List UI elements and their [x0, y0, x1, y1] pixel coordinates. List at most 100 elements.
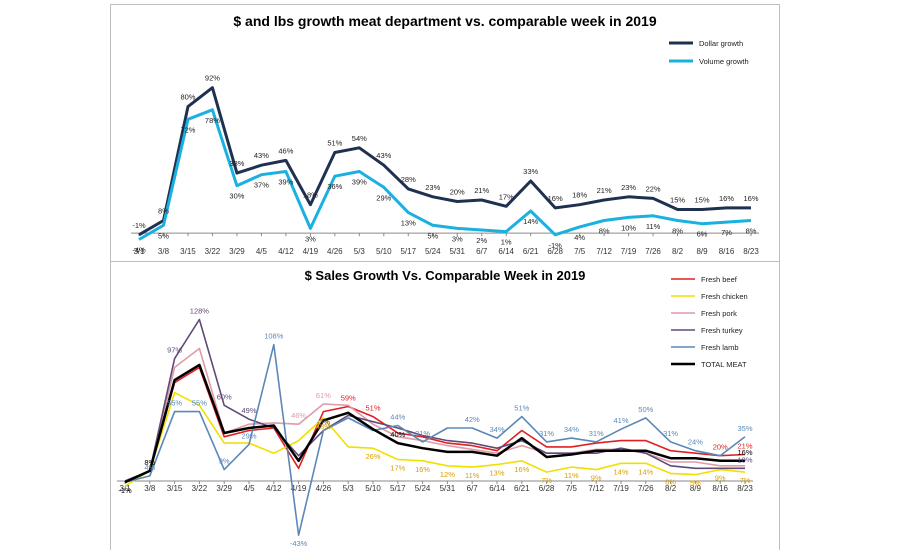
data-label: 108%: [264, 332, 284, 341]
x-tick-label: 3/29: [216, 484, 232, 493]
data-label: 11%: [564, 471, 579, 480]
data-label: 14%: [523, 217, 538, 226]
x-tick-label: 7/19: [621, 247, 637, 256]
x-tick-label: 6/7: [467, 484, 479, 493]
data-label: 17%: [499, 192, 514, 201]
x-tick-label: 6/14: [498, 247, 514, 256]
data-label: 1%: [501, 238, 512, 247]
x-tick-label: 4/12: [266, 484, 282, 493]
data-label: 8%: [158, 207, 169, 216]
dollar-volume-growth-plot: 3/1 3/8 3/15 3/22 3/29 4/5 4/12 4/19 4/26 5/3 5/10…: [131, 39, 759, 256]
data-label: 35%: [737, 424, 752, 433]
data-label: 92%: [205, 74, 220, 83]
x-tick-label: 3/22: [192, 484, 208, 493]
data-label: 55%: [192, 399, 207, 408]
legend-label: Fresh turkey: [701, 326, 743, 335]
x-tick-label: 7/19: [613, 484, 629, 493]
data-label: 59%: [341, 394, 356, 403]
chart-title: $ Sales Growth Vs. Comparable Week in 20…: [304, 268, 586, 283]
data-label: 39%: [352, 177, 367, 186]
data-label: 11%: [646, 222, 661, 231]
x-tick-label: 7/26: [645, 247, 661, 256]
data-label: 2%: [476, 236, 487, 245]
data-label: 4%: [144, 463, 155, 472]
data-label: 28%: [401, 175, 416, 184]
data-label: 80%: [180, 93, 195, 102]
data-label: 21%: [737, 441, 752, 450]
x-tick-label: 5/17: [400, 247, 416, 256]
sales-growth-by-species-chart: $ Sales Growth Vs. Comparable Week in 20…: [110, 262, 780, 550]
data-label: 34%: [564, 425, 579, 434]
data-label: 16%: [548, 194, 563, 203]
x-tick-label: 8/23: [737, 484, 753, 493]
data-label: 38%: [229, 159, 244, 168]
x-tick-label: 7/26: [638, 484, 654, 493]
data-label: 16%: [415, 465, 430, 474]
series-line-fresh-lamb: [124, 343, 746, 537]
data-label: 31%: [589, 429, 604, 438]
legend-label: Dollar growth: [699, 39, 743, 48]
x-tick-label: 4/19: [291, 484, 307, 493]
data-label: 8%: [144, 458, 155, 467]
x-tick-label: 3/8: [144, 484, 156, 493]
data-label: 21%: [597, 186, 612, 195]
x-tick-label: 4/5: [243, 484, 255, 493]
x-tick-label: 4/26: [327, 247, 343, 256]
data-label: 31%: [539, 429, 554, 438]
x-tick-label: 5/31: [440, 484, 456, 493]
series-line-total-meat: [124, 363, 745, 484]
data-label: 13%: [489, 469, 504, 478]
data-label: 54%: [352, 134, 367, 143]
x-tick-label: 7/5: [574, 247, 586, 256]
x-tick-label: 5/3: [354, 247, 366, 256]
x-tick-label: 5/31: [449, 247, 465, 256]
data-label: 42%: [465, 415, 480, 424]
series-line-fresh-beef: [124, 366, 746, 483]
x-tick-label: 3/15: [167, 484, 183, 493]
x-tick-label: 4/26: [316, 484, 332, 493]
data-label: 7%: [541, 476, 552, 485]
data-label: 15%: [695, 195, 710, 204]
x-tick-label: 8/2: [665, 484, 677, 493]
x-tick-label: 8/16: [712, 484, 728, 493]
data-label: 6%: [665, 477, 676, 486]
data-label: 46%: [278, 146, 293, 155]
legend-label: Fresh pork: [701, 309, 737, 318]
data-label: 51%: [327, 139, 342, 148]
x-tick-label: 5/24: [415, 484, 431, 493]
data-label: 8%: [599, 227, 610, 236]
x-tick-label: 3/1: [119, 484, 131, 493]
data-label: -3%: [317, 418, 331, 427]
data-label: 5%: [427, 231, 438, 240]
x-tick-label: 3/29: [229, 247, 245, 256]
series-line-fresh-chicken: [124, 391, 746, 487]
data-label: 14%: [613, 467, 628, 476]
data-label: 36%: [327, 182, 342, 191]
data-label: 49%: [241, 406, 256, 415]
x-tick-label: 5/17: [390, 484, 406, 493]
x-tick-label: 5/3: [343, 484, 355, 493]
data-label: 61%: [316, 391, 331, 400]
data-label: -4%: [132, 246, 146, 255]
data-label: 128%: [190, 307, 210, 316]
data-label: -1%: [548, 241, 562, 250]
data-label: 22%: [646, 184, 661, 193]
data-label: 16%: [737, 448, 752, 457]
x-tick-label: 8/23: [743, 247, 759, 256]
data-label: 9%: [591, 474, 602, 483]
x-tick-label: 6/14: [489, 484, 505, 493]
x-tick-label: 3/22: [205, 247, 221, 256]
data-label: 13%: [401, 219, 416, 228]
data-label: 15%: [670, 195, 685, 204]
x-tick-label: 6/7: [476, 247, 488, 256]
x-tick-label: 6/21: [523, 247, 539, 256]
data-label: 33%: [523, 167, 538, 176]
data-label: 14%: [638, 467, 653, 476]
data-label: 10%: [621, 223, 636, 232]
data-label: 9%: [219, 457, 230, 466]
data-label: 18%: [303, 191, 318, 200]
data-label: 50%: [638, 405, 653, 414]
x-tick-label: 3/15: [180, 247, 196, 256]
data-label: 43%: [376, 151, 391, 160]
data-label: 46%: [291, 411, 306, 420]
